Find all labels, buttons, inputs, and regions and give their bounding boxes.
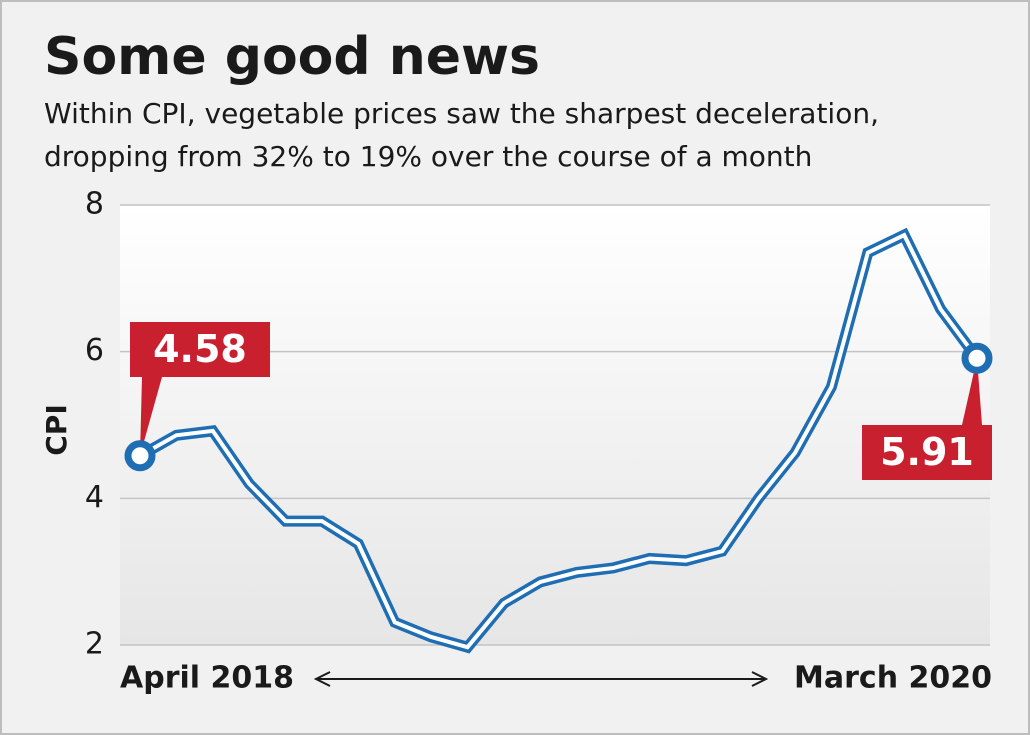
subtitle: Within CPI, vegetable prices saw the sha… [44,97,879,130]
y-tick-label: 4 [85,480,104,515]
y-tick-label: 6 [85,333,104,368]
end-marker [124,440,156,472]
range-arrow [313,671,769,687]
data-label: 4.58 [153,327,247,371]
line-inner [139,232,979,650]
data-label: 5.91 [880,430,974,474]
plot-area [120,205,990,645]
callout-box [862,425,992,480]
chart-title: Some good news [44,27,540,87]
y-axis-label: CPI [40,404,73,456]
callout-pointer [962,358,982,425]
end-marker [961,342,993,374]
subtitle: dropping from 32% to 19% over the course… [44,140,812,173]
y-tick-label: 8 [85,187,104,222]
callout-box [130,322,270,377]
y-tick-label: 2 [85,627,104,662]
x-tick-label: March 2020 [794,661,992,696]
x-tick-label: April 2018 [120,661,294,696]
callout-pointer [140,377,162,456]
